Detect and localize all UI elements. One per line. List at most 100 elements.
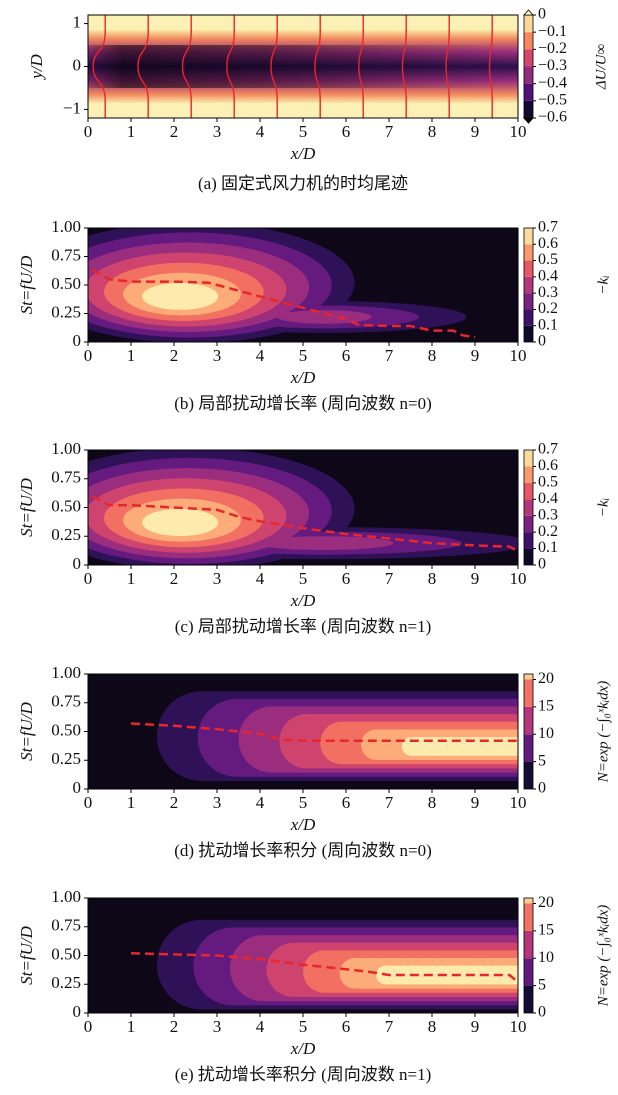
plot-area [88, 450, 518, 565]
y-tick-label: 0.25 [51, 749, 81, 768]
caption: (e) 扰动增长率积分 (周向波数 n=1) [175, 1065, 432, 1084]
colorbar-segment [524, 532, 533, 549]
colorbar-segment [524, 903, 533, 931]
x-tick-label: 8 [428, 1017, 437, 1036]
y-tick-label: 0.50 [51, 274, 81, 293]
y-axis-label: y/D [27, 54, 46, 81]
x-tick-label: 5 [299, 569, 308, 588]
colorbar-segment [524, 930, 533, 959]
colorbar-extend [523, 9, 534, 16]
x-tick-label: 9 [471, 1017, 480, 1036]
y-tick-label: 0 [73, 778, 82, 797]
x-tick-label: 2 [170, 122, 179, 141]
colorbar-segment [524, 228, 533, 245]
x-tick-label: 5 [299, 122, 308, 141]
x-tick-label: 4 [256, 122, 265, 141]
ridge-line [130, 722, 518, 742]
colorbar-segment [524, 260, 533, 277]
x-tick-label: 8 [428, 793, 437, 812]
colorbar-tick-label: 10 [538, 949, 554, 966]
x-tick-label: 6 [342, 1017, 351, 1036]
x-axis-label: x/D [290, 815, 316, 834]
x-tick-label: 8 [428, 569, 437, 588]
colorbar-tick-label: −0.6 [538, 109, 567, 126]
colorbar-frame [523, 227, 534, 343]
velocity-profile [445, 15, 450, 118]
ridge-line [91, 494, 518, 553]
colorbar-segment [524, 706, 533, 735]
colorbar-tick-label: 0.6 [538, 235, 558, 252]
y-tick-label: 0.25 [51, 525, 81, 544]
x-tick-label: 9 [471, 793, 480, 812]
x-tick-label: 7 [385, 346, 394, 365]
colorbar-segment [524, 325, 533, 342]
x-tick-label: 3 [213, 346, 222, 365]
y-tick-label: 0.25 [51, 302, 81, 321]
colorbar-tick-label: 0.1 [538, 539, 558, 556]
y-axis-label: St=fU/D [17, 255, 36, 314]
plot-area [88, 15, 518, 118]
colorbar-tick-label: 0 [538, 6, 546, 23]
x-tick-label: 3 [213, 793, 222, 812]
colorbar-tick-label: −0.4 [538, 74, 567, 91]
caption: (b) 局部扰动增长率 (周向波数 n=0) [174, 394, 431, 413]
x-tick-label: 8 [428, 122, 437, 141]
colorbar-segment [524, 482, 533, 500]
wake-core [88, 45, 518, 88]
colorbar-segment [524, 83, 533, 101]
y-axis-label: St=fU/D [17, 925, 36, 984]
velocity-profile [92, 15, 106, 118]
colorbar-segment [524, 515, 533, 533]
colorbar-tick-label: 0.2 [538, 300, 558, 317]
x-tick-label: 1 [127, 1017, 136, 1036]
colorbar-tick-label: 0.4 [538, 490, 558, 507]
y-tick-label: 0 [73, 331, 82, 350]
velocity-profile [226, 15, 235, 118]
x-tick-label: 5 [299, 1017, 308, 1036]
colorbar-extend [522, 117, 535, 124]
x-tick-label: 1 [127, 346, 136, 365]
x-tick-label: 0 [84, 793, 93, 812]
x-tick-label: 10 [510, 793, 527, 812]
colorbar-segment [524, 32, 533, 50]
colorbar-tick-label: 20 [538, 670, 554, 687]
velocity-profile [314, 15, 321, 118]
colorbar-tick-label: 0.6 [538, 457, 558, 474]
velocity-profile [401, 15, 407, 118]
x-tick-label: 7 [385, 569, 394, 588]
x-axis-label: x/D [290, 144, 316, 163]
x-tick-label: 3 [213, 569, 222, 588]
y-tick-label: 1.00 [51, 439, 81, 458]
y-tick-label: 0.50 [51, 496, 81, 515]
colorbar-segment [524, 309, 533, 326]
colorbar-tick-label: 5 [538, 752, 546, 769]
y-tick-label: 1.00 [51, 663, 81, 682]
contour-level [142, 282, 219, 310]
y-tick-label: 0.75 [51, 692, 81, 711]
colorbar-segment [524, 674, 533, 680]
colorbar-segment [524, 276, 533, 294]
colorbar-tick-label: 0 [538, 556, 546, 573]
velocity-profile [137, 15, 149, 118]
colorbar-label: N=exp (−∫₀ˣkᵢdx) [595, 905, 611, 1008]
x-tick-label: 9 [471, 346, 480, 365]
colorbar-segment [524, 734, 533, 762]
colorbar-segment [524, 958, 533, 986]
x-tick-label: 2 [170, 793, 179, 812]
colorbar-frame [523, 673, 534, 790]
y-axis-label: St=fU/D [17, 477, 36, 536]
x-tick-label: 10 [510, 346, 527, 365]
x-tick-label: 4 [256, 1017, 265, 1036]
x-tick-label: 4 [256, 346, 265, 365]
velocity-profile [358, 15, 364, 118]
colorbar-tick-label: 0.3 [538, 506, 558, 523]
colorbar-tick-label: −0.5 [538, 92, 567, 109]
colorbar-segment [524, 66, 533, 84]
colorbar-segment [524, 466, 533, 483]
colorbar-label: −kᵢ [595, 498, 611, 517]
colorbar-tick-label: 15 [538, 698, 554, 715]
colorbar-label: N=exp (−∫₀ˣkᵢdx) [595, 681, 611, 784]
colorbar-tick-label: 10 [538, 725, 554, 742]
x-tick-label: 9 [471, 122, 480, 141]
